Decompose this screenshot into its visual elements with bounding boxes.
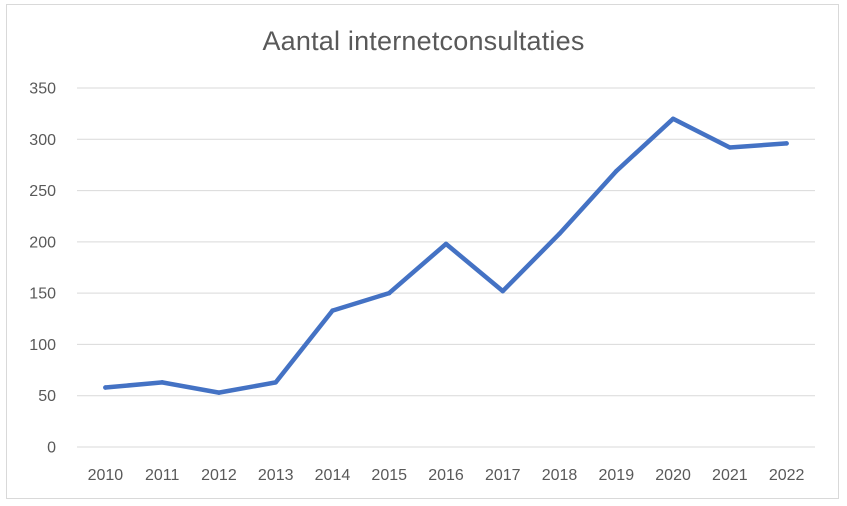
x-tick-label: 2017 bbox=[485, 467, 521, 484]
x-tick-label: 2021 bbox=[712, 467, 748, 484]
data-point bbox=[273, 380, 278, 385]
y-tick-label: 300 bbox=[29, 132, 56, 149]
y-axis-tick-labels: 0 50 100 150 200 250 300 350 bbox=[29, 81, 56, 457]
series-layer bbox=[103, 116, 789, 395]
x-tick-label: 2012 bbox=[201, 467, 237, 484]
x-tick-label: 2014 bbox=[315, 467, 351, 484]
data-point bbox=[387, 290, 392, 296]
x-tick-label: 2016 bbox=[428, 467, 464, 484]
chart-frame bbox=[6, 4, 839, 499]
data-point bbox=[727, 145, 733, 150]
x-tick-label: 2010 bbox=[88, 467, 124, 484]
x-tick-label: 2022 bbox=[769, 467, 805, 484]
gridlines bbox=[77, 87, 815, 448]
data-point bbox=[443, 241, 449, 247]
y-tick-label: 0 bbox=[47, 440, 56, 457]
data-point bbox=[216, 390, 222, 395]
y-tick-label: 250 bbox=[29, 183, 56, 200]
data-point bbox=[103, 385, 108, 390]
data-point bbox=[500, 288, 505, 294]
x-tick-label: 2020 bbox=[655, 467, 691, 484]
x-axis-tick-labels: 2010 2011 2012 2013 2014 2015 2016 2017 2018 2019… bbox=[88, 467, 805, 484]
y-tick-label: 200 bbox=[29, 234, 56, 251]
x-tick-label: 2018 bbox=[542, 467, 578, 484]
x-tick-label: 2019 bbox=[599, 467, 635, 484]
data-point bbox=[614, 168, 619, 174]
y-tick-label: 100 bbox=[29, 337, 56, 354]
series-line-0 bbox=[103, 116, 789, 395]
x-tick-label: 2011 bbox=[145, 467, 180, 484]
chart-title: Aantal internetconsultaties bbox=[262, 26, 585, 56]
x-tick-label: 2013 bbox=[258, 467, 294, 484]
x-tick-label: 2015 bbox=[371, 467, 407, 484]
data-point bbox=[330, 308, 335, 313]
data-point bbox=[159, 380, 165, 385]
y-tick-label: 150 bbox=[29, 286, 56, 303]
y-tick-label: 350 bbox=[29, 81, 56, 98]
data-point bbox=[557, 231, 562, 236]
y-tick-label: 50 bbox=[38, 388, 56, 405]
data-point bbox=[784, 141, 789, 146]
data-point bbox=[670, 116, 676, 121]
